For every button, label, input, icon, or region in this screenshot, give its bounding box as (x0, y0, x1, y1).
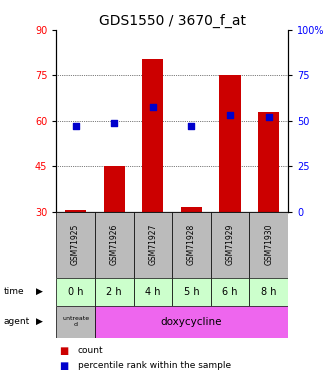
Bar (133, 278, 172, 306)
Text: doxycycline: doxycycline (161, 316, 222, 327)
Text: 2 h: 2 h (106, 286, 122, 297)
Text: 5 h: 5 h (184, 286, 199, 297)
Text: ▶: ▶ (36, 287, 43, 296)
Bar (65, 210, 86, 212)
Bar (104, 166, 125, 212)
Text: GSM71929: GSM71929 (225, 224, 235, 266)
Text: time: time (3, 287, 24, 296)
Point (227, 112, 233, 118)
Text: untreate
d: untreate d (62, 316, 89, 327)
Bar (95, 278, 133, 306)
Text: 4 h: 4 h (145, 286, 161, 297)
Text: GSM71925: GSM71925 (71, 224, 80, 266)
Bar (172, 212, 211, 278)
Point (150, 104, 156, 110)
Bar (95, 212, 133, 278)
Text: 8 h: 8 h (261, 286, 276, 297)
Bar (142, 59, 164, 212)
Text: percentile rank within the sample: percentile rank within the sample (78, 361, 231, 370)
Point (266, 114, 271, 120)
Text: 0 h: 0 h (68, 286, 83, 297)
Text: agent: agent (3, 317, 29, 326)
Text: GSM71928: GSM71928 (187, 224, 196, 266)
Bar (211, 212, 249, 278)
Text: 6 h: 6 h (222, 286, 238, 297)
Bar (56, 212, 95, 278)
Bar (56, 306, 95, 338)
Text: ▶: ▶ (36, 317, 43, 326)
Bar (249, 278, 288, 306)
Bar (258, 112, 279, 212)
Title: GDS1550 / 3670_f_at: GDS1550 / 3670_f_at (99, 13, 246, 28)
Bar (56, 278, 95, 306)
Bar (95, 306, 288, 338)
Bar (211, 278, 249, 306)
Bar (249, 212, 288, 278)
Point (73, 123, 78, 129)
Text: GSM71927: GSM71927 (148, 224, 157, 266)
Bar (219, 75, 241, 212)
Text: ■: ■ (60, 361, 69, 370)
Bar (133, 212, 172, 278)
Text: GSM71926: GSM71926 (110, 224, 119, 266)
Point (112, 120, 117, 126)
Text: count: count (78, 346, 103, 355)
Bar (172, 278, 211, 306)
Point (189, 123, 194, 129)
Text: GSM71930: GSM71930 (264, 224, 273, 266)
Bar (181, 207, 202, 212)
Text: ■: ■ (60, 346, 69, 355)
